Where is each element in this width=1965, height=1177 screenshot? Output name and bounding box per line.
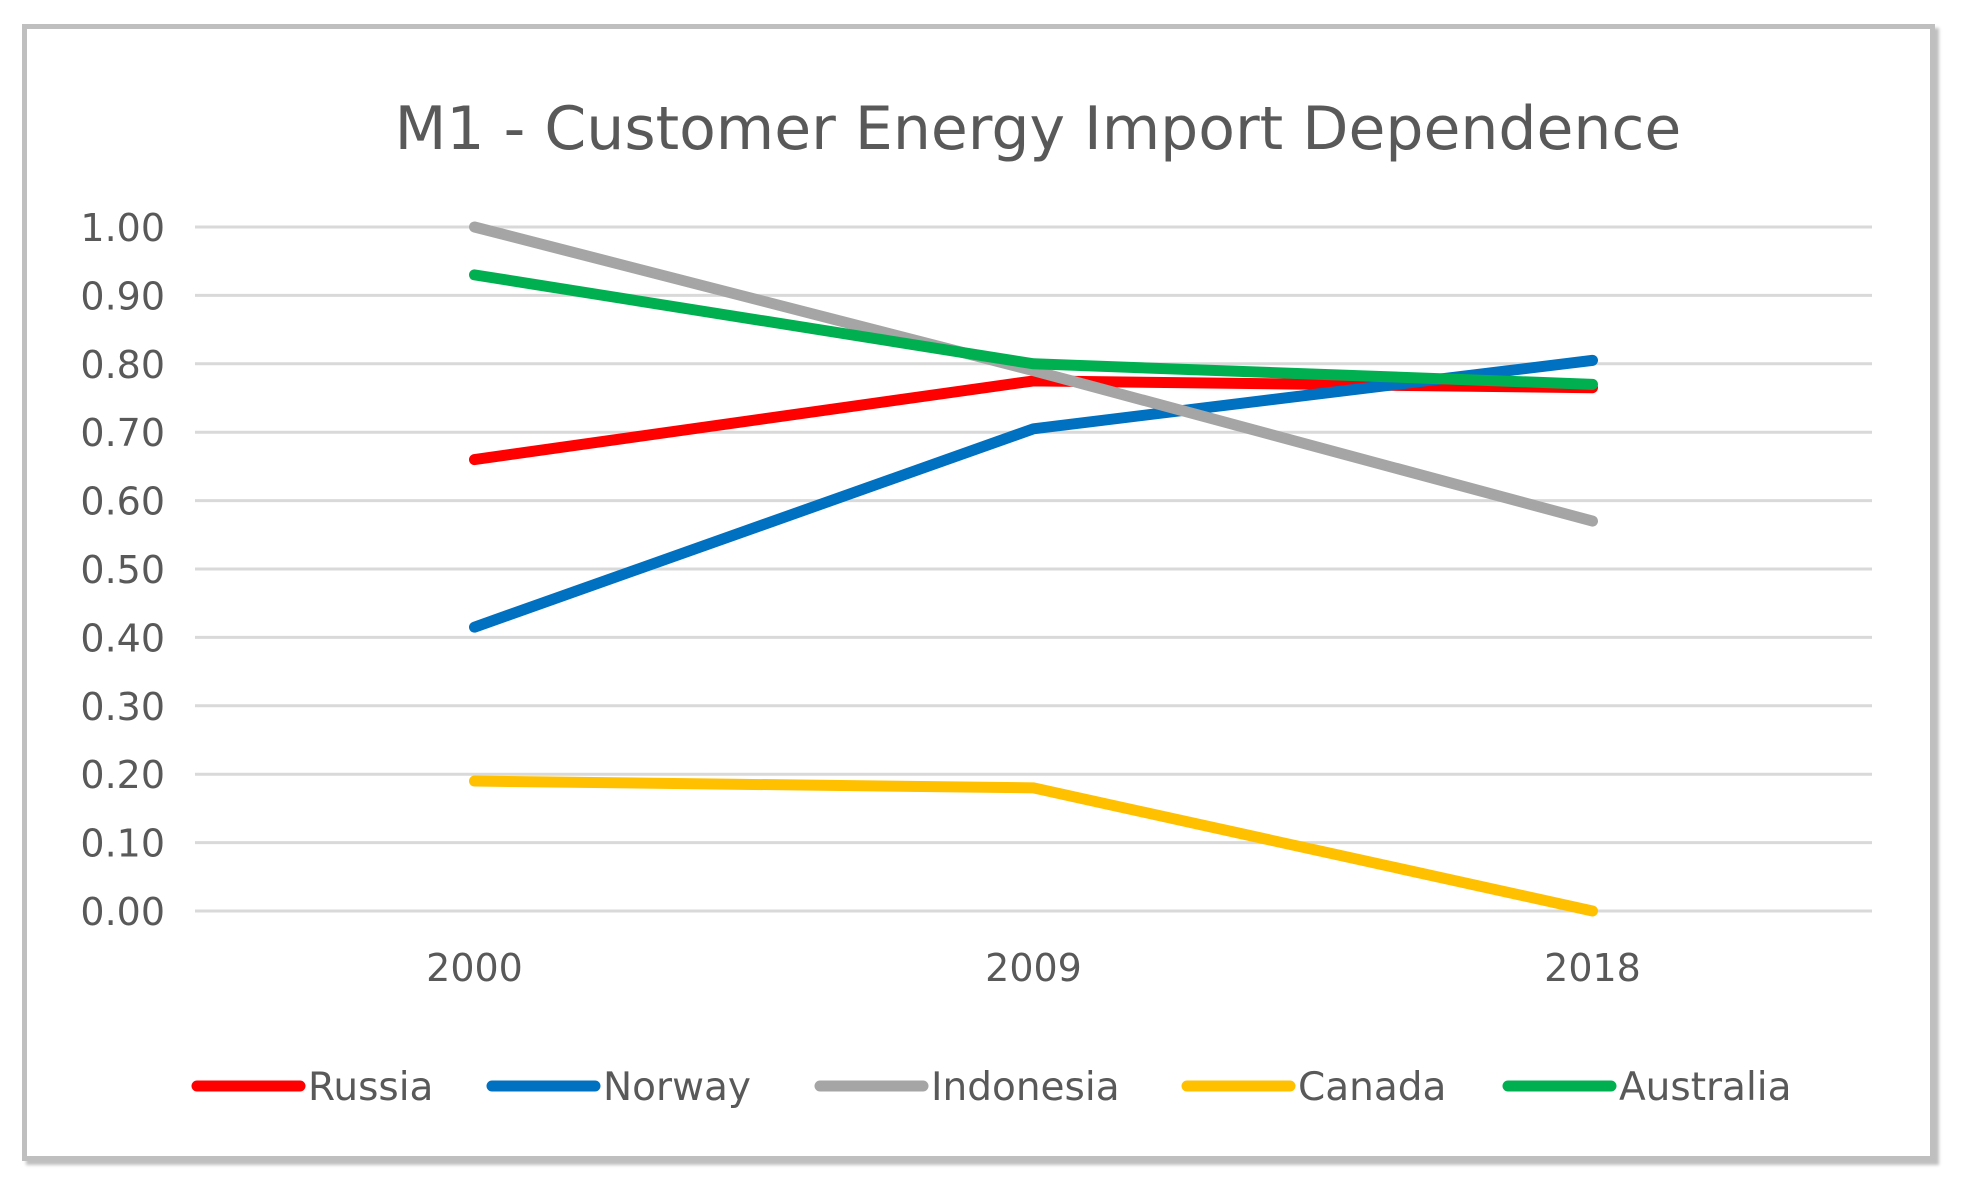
series-line-australia <box>469 269 1598 390</box>
y-tick-label: 0.20 <box>80 753 165 797</box>
series-layer <box>469 221 1598 917</box>
y-tick-label: 0.80 <box>80 343 165 387</box>
y-tick-label: 0.00 <box>80 890 165 934</box>
data-point-norway <box>1032 427 1035 430</box>
data-point-australia <box>1032 362 1035 365</box>
y-tick-label: 0.90 <box>80 274 165 318</box>
data-point-australia <box>473 273 476 276</box>
data-point-canada <box>1032 786 1035 789</box>
legend-label-norway: Norway <box>603 1065 751 1110</box>
data-point-norway <box>473 626 476 629</box>
data-point-indonesia <box>473 226 476 228</box>
x-tick-label: 2018 <box>1544 946 1641 990</box>
grid-layer <box>195 225 1872 913</box>
series-line-russia <box>469 375 1598 466</box>
y-tick-label: 1.00 <box>80 206 165 250</box>
chart-frame: M1 - Customer Energy Import Dependence 0… <box>22 24 1935 1161</box>
legend-label-russia: Russia <box>308 1065 433 1110</box>
y-tick-label: 0.60 <box>80 480 165 524</box>
x-axis-ticks: 2000 2009 2018 <box>426 946 1641 990</box>
data-point-indonesia <box>1032 369 1035 372</box>
data-point-canada <box>473 780 476 783</box>
x-tick-label: 2000 <box>426 946 523 990</box>
x-tick-label: 2009 <box>985 946 1082 990</box>
chart-title: M1 - Customer Energy Import Dependence <box>395 94 1682 164</box>
y-tick-label: 0.50 <box>80 548 165 592</box>
data-point-australia <box>1591 383 1594 386</box>
legend-label-indonesia: Indonesia <box>931 1065 1120 1110</box>
data-point-russia <box>473 458 476 461</box>
y-tick-label: 0.40 <box>80 616 165 660</box>
y-tick-label: 0.30 <box>80 685 165 729</box>
data-point-norway <box>1591 359 1594 362</box>
chart-svg: M1 - Customer Energy Import Dependence 0… <box>80 94 1872 1110</box>
data-point-russia <box>1032 379 1035 382</box>
data-point-indonesia <box>1591 520 1594 523</box>
data-point-canada <box>1591 910 1594 912</box>
legend: Russia Norway Indonesia Canada Australia <box>191 1065 1792 1110</box>
y-axis-ticks: 0.00 0.10 0.20 0.30 0.40 0.50 0.60 0.70 0.80 0.90… <box>80 206 165 934</box>
series-line-norway <box>469 354 1598 633</box>
series-line-canada <box>469 775 1598 917</box>
y-tick-label: 0.10 <box>80 822 165 866</box>
legend-label-canada: Canada <box>1298 1065 1446 1110</box>
legend-label-australia: Australia <box>1619 1065 1792 1110</box>
y-tick-label: 0.70 <box>80 411 165 455</box>
